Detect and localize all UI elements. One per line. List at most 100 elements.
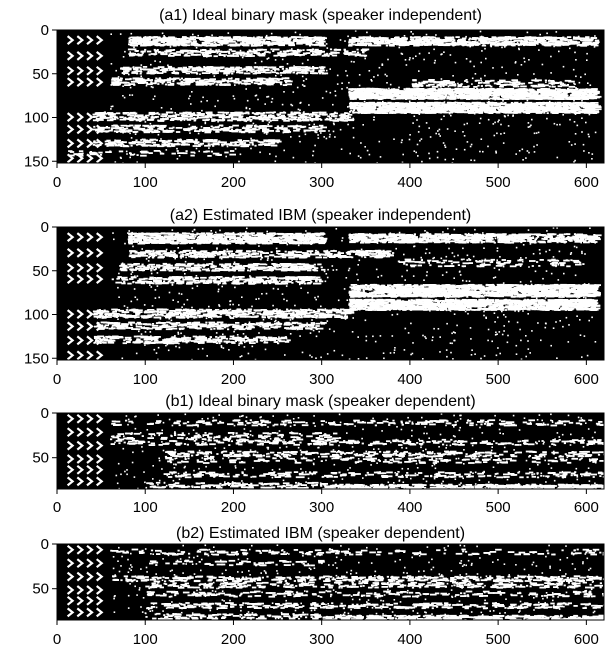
mask-cell bbox=[429, 94, 437, 97]
mask-cell bbox=[362, 48, 369, 51]
mask-cell bbox=[590, 105, 597, 107]
mask-cell bbox=[562, 108, 567, 111]
mask-cell bbox=[283, 119, 290, 122]
mask-cell bbox=[568, 102, 573, 105]
mask-cell bbox=[441, 104, 446, 107]
mask-cell bbox=[457, 101, 464, 104]
mask-cell bbox=[473, 37, 476, 39]
mask-cell bbox=[173, 38, 181, 40]
mask-cell bbox=[167, 84, 175, 86]
mask-cell bbox=[421, 110, 428, 113]
mask-cell bbox=[575, 107, 580, 109]
mask-cell bbox=[471, 92, 479, 94]
mask-cell bbox=[567, 88, 570, 90]
mask-cell bbox=[147, 78, 150, 80]
mask-cell bbox=[215, 83, 218, 86]
mask-cell bbox=[432, 105, 437, 107]
mask-cell bbox=[587, 88, 593, 91]
mask-cell bbox=[427, 97, 434, 100]
mask-cell bbox=[404, 44, 407, 46]
mask-cell bbox=[216, 81, 219, 84]
mask-cell bbox=[164, 79, 172, 82]
mask-cell bbox=[153, 53, 156, 56]
mask-cell bbox=[285, 67, 288, 70]
mask-cell bbox=[560, 95, 565, 98]
mask-cell bbox=[158, 39, 166, 42]
mask-cell bbox=[172, 80, 175, 83]
mask-cell bbox=[243, 80, 249, 83]
mask-cell bbox=[400, 106, 406, 109]
mask-cell bbox=[502, 108, 507, 111]
mask-cell bbox=[373, 42, 381, 45]
mask-cell bbox=[276, 38, 281, 40]
mask-cell bbox=[136, 40, 144, 43]
mask-cell bbox=[143, 68, 150, 71]
mask-cell bbox=[233, 37, 236, 40]
mask-cell bbox=[452, 108, 460, 111]
mask-cell bbox=[189, 113, 194, 115]
mask-cell bbox=[198, 66, 201, 69]
mask-cell bbox=[203, 78, 209, 81]
mask-cell bbox=[183, 36, 186, 39]
mask-cells bbox=[66, 30, 602, 163]
mask-cell bbox=[291, 66, 296, 69]
mask-cell bbox=[294, 66, 302, 68]
mask-cell bbox=[158, 113, 161, 116]
mask-cell bbox=[184, 36, 187, 39]
mask-cell bbox=[246, 117, 251, 119]
mask-cell bbox=[120, 124, 128, 127]
mask-cell bbox=[186, 37, 189, 39]
mask-cell bbox=[100, 112, 108, 115]
mask-cell bbox=[246, 50, 254, 53]
mask-cell bbox=[282, 50, 290, 53]
mask-cell bbox=[318, 72, 322, 75]
mask-cell bbox=[351, 102, 356, 104]
mask-cell bbox=[213, 55, 218, 58]
mask-cell bbox=[557, 103, 560, 105]
mask-cell bbox=[276, 125, 279, 128]
mask-cell bbox=[127, 114, 130, 116]
mask-cell bbox=[107, 112, 110, 114]
mask-cell bbox=[398, 109, 402, 112]
mask-cell bbox=[517, 44, 520, 47]
mask-cell bbox=[138, 78, 145, 81]
mask-cell bbox=[343, 117, 346, 120]
mask-cell bbox=[224, 36, 231, 39]
mask-cell bbox=[315, 114, 318, 116]
mask-cell bbox=[200, 81, 208, 83]
mask-cell bbox=[354, 103, 359, 105]
mask-cell bbox=[259, 38, 266, 41]
mask-cell bbox=[256, 77, 264, 80]
mask-cell bbox=[293, 52, 299, 54]
mask-cell bbox=[189, 38, 196, 40]
mask-cell bbox=[450, 92, 453, 95]
mask-cell bbox=[524, 102, 532, 104]
mask-cell bbox=[347, 113, 350, 115]
mask-cell bbox=[187, 52, 194, 54]
mask-cell bbox=[420, 111, 427, 114]
mask-cell bbox=[493, 96, 500, 99]
mask-cell bbox=[140, 116, 145, 118]
mask-cell bbox=[502, 41, 509, 44]
mask-cell bbox=[240, 42, 245, 45]
mask-cell bbox=[201, 49, 207, 51]
mask-cell bbox=[594, 105, 601, 108]
mask-cell bbox=[547, 92, 552, 94]
mask-cell bbox=[125, 78, 132, 81]
mask-cell bbox=[362, 36, 370, 39]
mask-cell bbox=[297, 116, 305, 119]
mask-cell bbox=[516, 97, 521, 100]
mask-cell bbox=[390, 102, 395, 105]
mask-cell bbox=[182, 68, 185, 71]
mask-cell bbox=[173, 77, 180, 80]
mask-cell bbox=[471, 104, 478, 107]
mask-cell bbox=[510, 89, 518, 91]
mask-cell bbox=[177, 67, 183, 69]
mask-cell bbox=[189, 81, 194, 83]
mask-cell bbox=[198, 113, 205, 115]
mask-cell bbox=[180, 83, 185, 86]
mask-cell bbox=[403, 88, 406, 90]
mask-cell bbox=[579, 111, 584, 114]
mask-cell bbox=[319, 111, 327, 114]
mask-cell bbox=[427, 89, 430, 92]
